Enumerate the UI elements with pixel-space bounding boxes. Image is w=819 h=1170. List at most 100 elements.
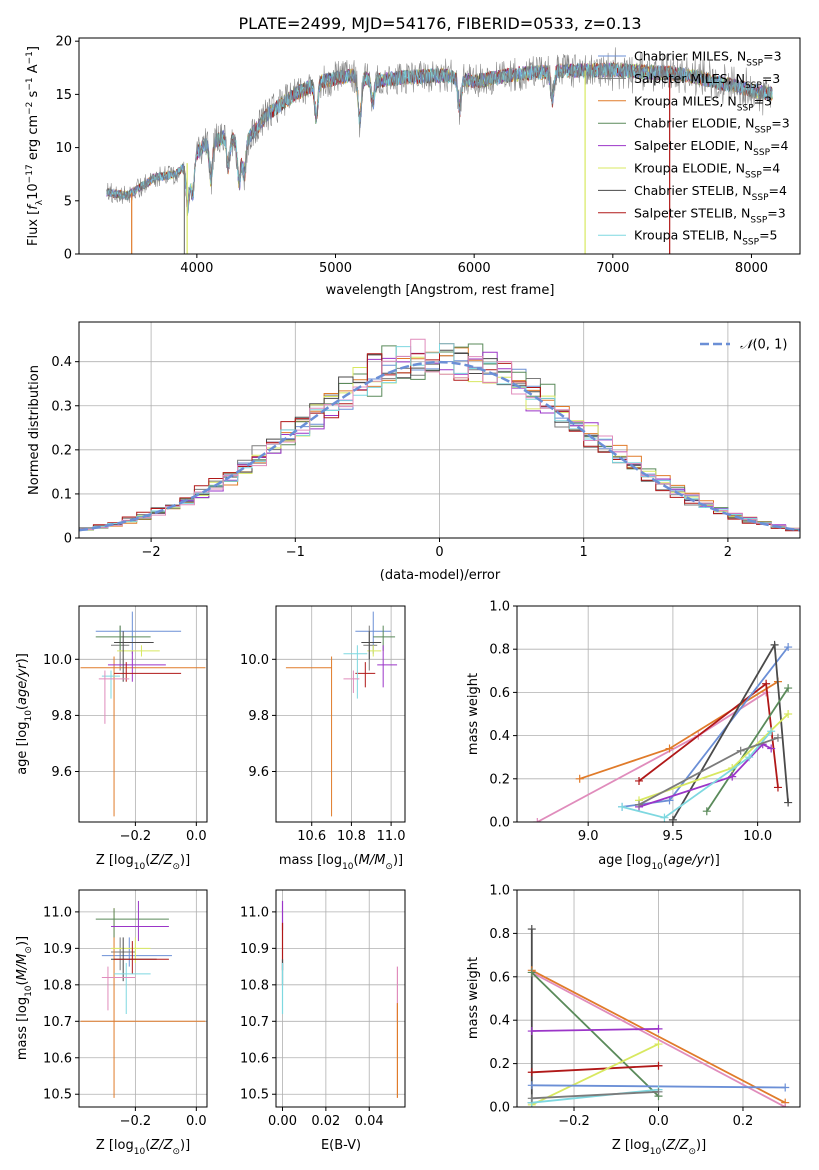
- x-tick-label: 10.6: [297, 829, 326, 844]
- weight-marker: [784, 684, 793, 693]
- weight-marker: [527, 1094, 536, 1103]
- weight-marker: [533, 818, 542, 822]
- plot-area: [79, 606, 207, 822]
- legend-label: Chabrier STELIB, NSSP=4: [634, 183, 787, 203]
- weight-line-kroupa_stelib: [531, 1088, 659, 1104]
- weight-marker: [702, 807, 711, 816]
- weight-line-salpeter_stelib: [531, 1064, 659, 1074]
- y-tick-label: 9.8: [248, 709, 269, 724]
- x-tick-label: 8000: [735, 261, 768, 276]
- x-tick-label: 0.0: [186, 1114, 207, 1129]
- plot-area: [276, 606, 405, 822]
- y-tick-label: 0.2: [489, 772, 510, 787]
- y-tick-label: 15: [55, 88, 72, 103]
- x-tick-label: 0.04: [355, 1114, 384, 1129]
- weight-line-chabrier_elodie: [706, 687, 789, 812]
- weight-marker: [635, 800, 644, 809]
- weight-marker: [767, 727, 776, 736]
- axes-frame: [516, 889, 801, 1108]
- x-axis-label: mass [log10(M/M⊙)]: [279, 853, 403, 872]
- y-tick-label: 0.1: [51, 487, 72, 502]
- legend-label: Kroupa STELIB, NSSP=5: [634, 228, 778, 248]
- y-tick-label: 0.0: [489, 816, 510, 831]
- y-tick-label: 10.6: [43, 1051, 72, 1066]
- weight-marker: [773, 733, 782, 742]
- panel-age-vs-mass: 10.6 10.8 11.0 9.6 9.8 10.0 mass [log10(M/M⊙)]: [240, 605, 406, 872]
- x-axis-label: (data-model)/error: [380, 568, 501, 583]
- x-tick-label: 0: [435, 545, 443, 560]
- panel-weight-vs-age: 9.0 9.5 10.0 0.0 0.2 0.4 0.6 0.8 1.0 age [log10(a…: [466, 600, 801, 872]
- weight-marker: [728, 772, 737, 781]
- panel-weight-vs-Z: −0.2 0.0 0.2 0.0 0.2 0.4 0.6 0.8 1.0 Z [log10(Z/Z…: [466, 884, 801, 1157]
- x-tick-label: 2: [724, 545, 732, 560]
- y-tick-label: 0.8: [489, 927, 510, 942]
- legend-label: 𝒩(0, 1): [740, 338, 787, 353]
- y-axis-label: mass weight: [466, 957, 481, 1039]
- axes-frame: [78, 889, 208, 1108]
- axes-frame: [78, 321, 801, 539]
- x-tick-label: 10.8: [337, 829, 366, 844]
- weight-line-kroupa_elodie: [638, 713, 789, 802]
- x-tick-label: 0.2: [733, 1114, 754, 1129]
- y-tick-label: 9.6: [51, 765, 72, 780]
- weight-marker: [784, 798, 793, 807]
- y-tick-label: 10.9: [43, 942, 72, 957]
- x-tick-label: 0.00: [268, 1114, 297, 1129]
- x-tick-label: 0.0: [186, 829, 207, 844]
- weight-marker: [784, 710, 793, 718]
- x-axis-label: Z [log10(Z/Z⊙)]: [96, 1138, 190, 1157]
- weight-marker: [654, 1061, 663, 1070]
- x-tick-label: 7000: [596, 261, 629, 276]
- y-tick-label: 10: [55, 141, 72, 156]
- axes-frame: [78, 37, 801, 255]
- y-tick-label: 10.5: [43, 1088, 72, 1103]
- axes-frame: [275, 889, 406, 1108]
- weight-line-kroupa_miles: [579, 680, 779, 780]
- normal-curve: [79, 360, 800, 532]
- panel-residual-histogram: −2 −1 0 1 2 0 0.1 0.2 0.3 0.4 𝒩(0, 1) (data-model)/…: [27, 321, 801, 583]
- y-tick-label: 0: [64, 532, 72, 547]
- y-tick-label: 10.6: [240, 1051, 269, 1066]
- axes-frame: [78, 605, 208, 823]
- weight-marker: [527, 925, 536, 934]
- y-axis-label: Flux [fλ10−17 erg cm−2 s−1 A−1]: [25, 46, 45, 246]
- y-tick-label: 0.6: [489, 970, 510, 985]
- weight-marker: [773, 783, 782, 792]
- y-tick-label: 1.0: [489, 600, 510, 615]
- x-axis-label: wavelength [Angstrom, rest frame]: [326, 283, 555, 298]
- plot-area: [517, 606, 800, 822]
- plot-area: [106, 47, 773, 254]
- y-tick-label: 0: [64, 248, 72, 263]
- x-tick-label: 9.5: [663, 829, 684, 844]
- weight-marker: [762, 679, 771, 688]
- legend-label: Chabrier ELODIE, NSSP=3: [634, 116, 790, 136]
- y-tick-label: 10.0: [240, 653, 269, 668]
- y-tick-label: 0.0: [489, 1101, 510, 1116]
- x-tick-label: 0.02: [311, 1114, 340, 1129]
- y-tick-label: 0.4: [51, 355, 72, 370]
- weight-marker: [618, 802, 627, 811]
- y-axis-label: mass [log10(M/M⊙)]: [15, 936, 34, 1060]
- y-tick-label: 0.6: [489, 686, 510, 701]
- y-tick-label: 10.8: [240, 978, 269, 993]
- weight-marker: [781, 1083, 790, 1092]
- y-tick-label: 10.8: [43, 978, 72, 993]
- legend-label: Kroupa MILES, NSSP=3: [634, 93, 772, 113]
- weight-marker: [654, 1087, 663, 1096]
- x-tick-label: −0.2: [558, 1114, 590, 1129]
- x-axis-label: Z [log10(Z/Z⊙)]: [612, 1138, 706, 1157]
- weight-marker: [527, 968, 536, 977]
- plot-area: [79, 890, 207, 1107]
- weight-marker: [527, 1081, 536, 1090]
- weight-line-kroupa_miles: [531, 969, 786, 1104]
- weight-marker: [665, 744, 674, 753]
- y-tick-label: 0.8: [489, 643, 510, 658]
- weight-line-pink: [531, 971, 786, 1107]
- legend-label: Kroupa ELODIE, NSSP=4: [634, 161, 780, 181]
- weight-line-kroupa_elodie: [531, 1043, 659, 1106]
- x-tick-label: 5000: [319, 261, 352, 276]
- panel-mass-vs-Z: −0.2 0.0 10.5 10.6 10.7 10.8 10.9 11.0 Z [log10(…: [15, 889, 208, 1157]
- y-tick-label: 0.3: [51, 399, 72, 414]
- weight-line-chabrier_elodie: [531, 971, 660, 1097]
